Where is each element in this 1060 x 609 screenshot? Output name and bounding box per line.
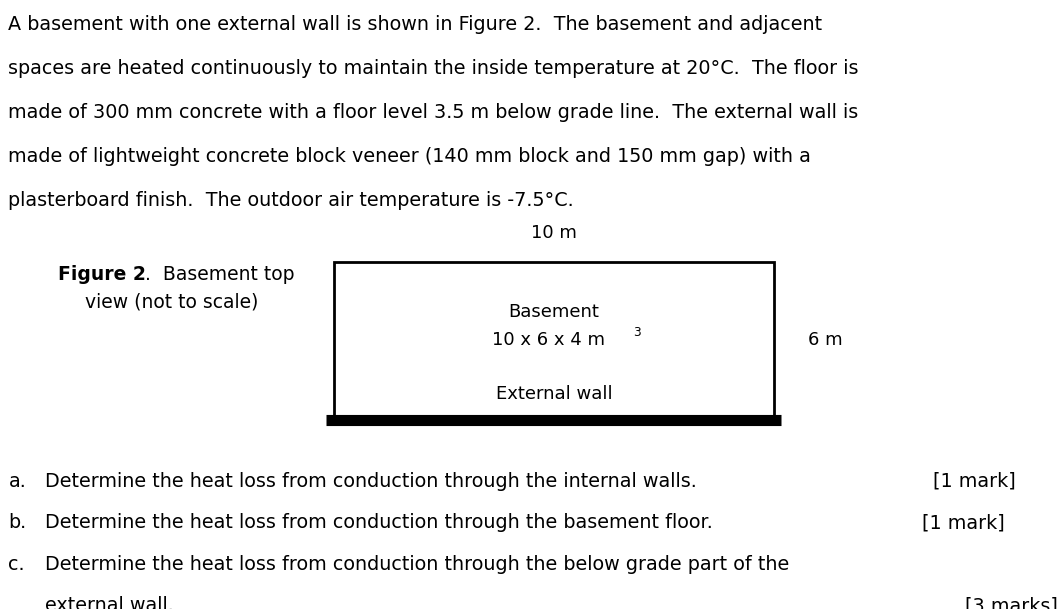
Text: made of lightweight concrete block veneer (140 mm block and 150 mm gap) with a: made of lightweight concrete block venee…	[8, 147, 811, 166]
Text: 10 x 6 x 4 m: 10 x 6 x 4 m	[492, 331, 605, 348]
Bar	[334, 262, 774, 417]
Text: Determine the heat loss from conduction through the below grade part of the: Determine the heat loss from conduction …	[45, 555, 789, 574]
Text: Basement: Basement	[509, 303, 599, 320]
Text: plasterboard finish.  The outdoor air temperature is -7.5°C.: plasterboard finish. The outdoor air tem…	[8, 191, 575, 209]
Text: spaces are heated continuously to maintain the inside temperature at 20°C.  The : spaces are heated continuously to mainta…	[8, 59, 859, 78]
Text: .  Basement top: . Basement top	[145, 265, 295, 284]
Text: 6 m: 6 m	[808, 331, 843, 348]
Text: external wall.: external wall.	[45, 596, 174, 609]
Text: 3: 3	[633, 326, 640, 339]
Text: Determine the heat loss from conduction through the internal walls.: Determine the heat loss from conduction …	[45, 472, 696, 491]
Text: A basement with one external wall is shown in Figure 2.  The basement and adjace: A basement with one external wall is sho…	[8, 15, 823, 34]
Text: Figure 2: Figure 2	[58, 265, 146, 284]
Text: 10 m: 10 m	[531, 224, 577, 242]
Text: [1 mark]: [1 mark]	[922, 513, 1005, 532]
Text: b.: b.	[8, 513, 26, 532]
Text: a.: a.	[8, 472, 26, 491]
Text: made of 300 mm concrete with a floor level 3.5 m below grade line.  The external: made of 300 mm concrete with a floor lev…	[8, 103, 859, 122]
Text: [1 mark]: [1 mark]	[933, 472, 1015, 491]
Text: c.: c.	[8, 555, 25, 574]
Text: External wall: External wall	[495, 385, 613, 403]
Text: view (not to scale): view (not to scale)	[85, 292, 259, 311]
Text: [3 marks]: [3 marks]	[965, 596, 1058, 609]
Text: Determine the heat loss from conduction through the basement floor.: Determine the heat loss from conduction …	[45, 513, 712, 532]
